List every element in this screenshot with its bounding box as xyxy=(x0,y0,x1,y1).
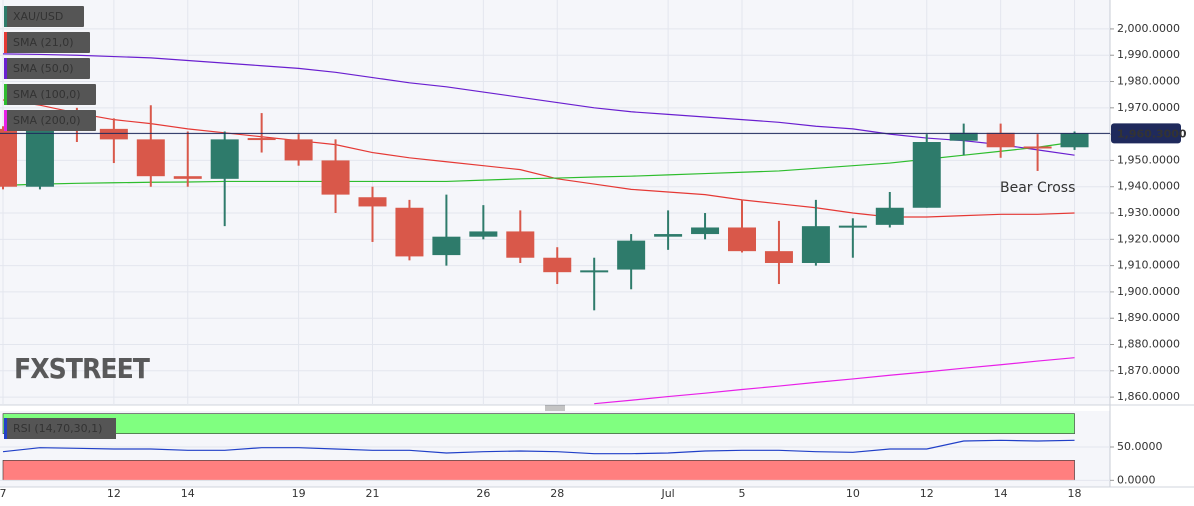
watermark: FXSTREET xyxy=(14,352,151,385)
candle-body xyxy=(432,236,461,256)
x-tick-label: 12 xyxy=(920,487,934,500)
candle-body xyxy=(25,128,54,187)
candle-body xyxy=(395,207,424,257)
candle-body xyxy=(358,197,387,207)
legend-box xyxy=(4,110,96,131)
y-tick-label: 1,890.0000 xyxy=(1117,311,1180,324)
x-tick-label: 14 xyxy=(994,487,1008,500)
candle-body xyxy=(838,225,867,228)
line-series xyxy=(594,357,1075,405)
candle-body xyxy=(0,128,17,187)
legend-label: SMA (50,0) xyxy=(13,62,74,75)
legend-swatch xyxy=(4,6,7,27)
line-series xyxy=(2,53,1075,156)
legend-label: SMA (200,0) xyxy=(13,114,81,127)
rsi-zone xyxy=(2,413,1075,434)
legend-label: RSI (14,70,30,1) xyxy=(13,422,102,435)
candle-body xyxy=(1023,146,1052,149)
candle-body xyxy=(764,251,793,263)
annotation: Bear Cross xyxy=(1000,180,1075,196)
x-tick-label: 5 xyxy=(739,487,746,500)
legend-box xyxy=(4,58,90,79)
candle-body xyxy=(506,231,535,258)
legend-label: XAU/USD xyxy=(13,10,63,23)
candle-body xyxy=(986,132,1015,148)
y-tick-label: 1,950.0000 xyxy=(1117,153,1180,166)
x-tick-label: 19 xyxy=(292,487,306,500)
y-tick-label: 1,930.0000 xyxy=(1117,206,1180,219)
candle-body xyxy=(875,207,904,225)
candle-body xyxy=(654,234,683,237)
y-tick-label: 0.0000 xyxy=(1117,473,1156,486)
legend-box xyxy=(4,6,84,27)
candle-body xyxy=(173,176,202,179)
candle-body xyxy=(1060,133,1089,148)
x-tick-label: 14 xyxy=(181,487,195,500)
candle-body xyxy=(728,227,756,252)
candle-body xyxy=(210,139,239,179)
resize-handle[interactable] xyxy=(545,405,565,411)
y-tick-label: 1,870.0000 xyxy=(1117,364,1180,377)
y-tick-label: 2,000.0000 xyxy=(1117,22,1180,35)
rsi-layer xyxy=(0,413,1110,481)
legend-swatch xyxy=(4,58,7,79)
candle-body xyxy=(949,132,978,141)
y-tick-label: 1,940.0000 xyxy=(1117,180,1180,193)
x-tick-label: 26 xyxy=(476,487,490,500)
price-label-bg xyxy=(1111,123,1181,144)
y-tick-label: 1,920.0000 xyxy=(1117,232,1180,245)
candle-body xyxy=(321,160,350,195)
price-label: 1,960.3000 xyxy=(1117,127,1187,140)
x-tick-label: 18 xyxy=(1068,487,1082,500)
legend-box xyxy=(4,84,96,105)
x-tick-label: 21 xyxy=(366,487,380,500)
legend-swatch xyxy=(4,84,7,105)
legend-label: SMA (21,0) xyxy=(13,36,74,49)
legend-swatch xyxy=(4,32,7,53)
legend-swatch xyxy=(4,418,7,439)
y-tick-label: 1,990.0000 xyxy=(1117,48,1180,61)
legend-box xyxy=(4,418,116,439)
line-series xyxy=(2,439,1075,455)
candle-body xyxy=(691,227,720,235)
y-tick-label: 1,880.0000 xyxy=(1117,338,1180,351)
y-tick-label: 1,970.0000 xyxy=(1117,101,1180,114)
x-tick-label: 10 xyxy=(846,487,860,500)
candle-body xyxy=(247,138,276,141)
y-tick-label: 1,900.0000 xyxy=(1117,285,1180,298)
candle-body xyxy=(543,257,572,273)
legend-label: SMA (100,0) xyxy=(13,88,81,101)
line-series xyxy=(2,141,1075,187)
legend-box xyxy=(4,32,90,53)
legend-swatch xyxy=(4,110,7,131)
rsi-zone xyxy=(2,460,1075,481)
y-tick-label: 1,860.0000 xyxy=(1117,390,1180,403)
x-tick-label: 12 xyxy=(107,487,121,500)
candle-body xyxy=(912,142,941,208)
candle-body xyxy=(580,270,609,273)
over-layer: 7 12 14 19 21 26 28 Jul 5 10 12 14 18 1,860.0000 1,870… xyxy=(0,6,1187,500)
x-tick-label: 28 xyxy=(550,487,564,500)
candle-body xyxy=(801,226,830,263)
candle-body xyxy=(469,231,498,237)
main-layer: FXSTREET xyxy=(0,0,1110,405)
candle-body xyxy=(284,139,313,161)
y-tick-label: 1,980.0000 xyxy=(1117,75,1180,88)
candle-body xyxy=(99,128,128,140)
y-tick-label: 1,910.0000 xyxy=(1117,259,1180,272)
x-tick-label: 7 xyxy=(0,487,7,500)
candle-body xyxy=(617,240,646,270)
candle-body xyxy=(136,139,165,177)
x-tick-label: Jul xyxy=(660,487,674,500)
y-tick-label: 50.0000 xyxy=(1117,440,1163,453)
